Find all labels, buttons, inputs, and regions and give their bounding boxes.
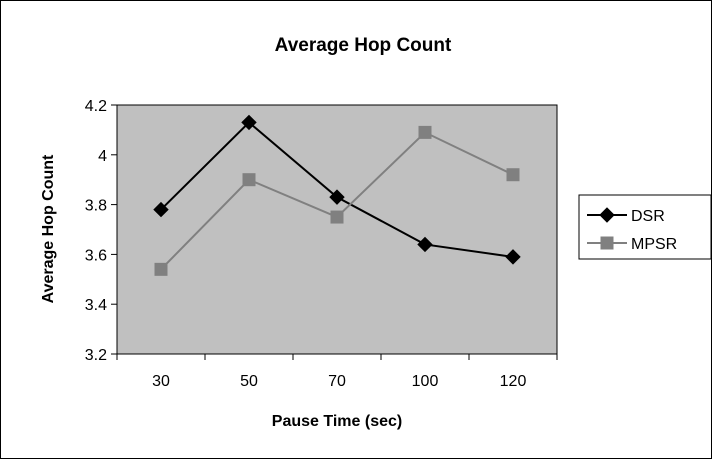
data-point-mpsr — [154, 262, 168, 276]
legend-marker-mpsr — [600, 236, 614, 250]
data-point-dsr — [241, 114, 257, 131]
y-tick-label: 3.4 — [85, 297, 107, 314]
x-tick-label: 30 — [152, 373, 170, 390]
y-tick-label: 4 — [98, 148, 107, 165]
data-point-dsr — [417, 236, 433, 253]
y-tick-label: 3.8 — [85, 198, 107, 215]
x-tick-label: 120 — [500, 373, 527, 390]
data-point-mpsr — [330, 210, 344, 224]
y-axis: 3.2 3.4 3.6 3.8 4 4.2 — [85, 98, 117, 364]
y-tick-label: 3.2 — [85, 347, 107, 364]
legend-marker-dsr — [599, 207, 615, 223]
legend-label-dsr: DSR — [631, 208, 665, 225]
data-point-mpsr — [506, 168, 520, 182]
x-axis: 30 50 70 100 120 — [116, 354, 558, 390]
x-tick-label: 50 — [240, 373, 258, 390]
plot-area — [116, 104, 558, 355]
data-point-mpsr — [418, 125, 432, 139]
data-point-mpsr — [242, 173, 256, 187]
legend-box — [578, 194, 712, 260]
series-layer — [153, 114, 521, 276]
data-point-dsr — [505, 249, 521, 265]
chart-title: Average Hop Count — [275, 35, 452, 56]
y-axis-label: Average Hop Count — [40, 154, 57, 303]
data-point-dsr — [329, 189, 345, 205]
legend-label-mpsr: MPSR — [631, 236, 677, 253]
x-axis-label: Pause Time (sec) — [272, 413, 402, 430]
data-point-dsr — [153, 201, 169, 218]
y-tick-label: 3.6 — [85, 247, 107, 264]
y-tick-label: 4.2 — [85, 98, 107, 115]
x-tick-label: 70 — [328, 373, 346, 390]
legend: DSR MPSR — [578, 194, 712, 260]
x-tick-label: 100 — [412, 373, 439, 390]
